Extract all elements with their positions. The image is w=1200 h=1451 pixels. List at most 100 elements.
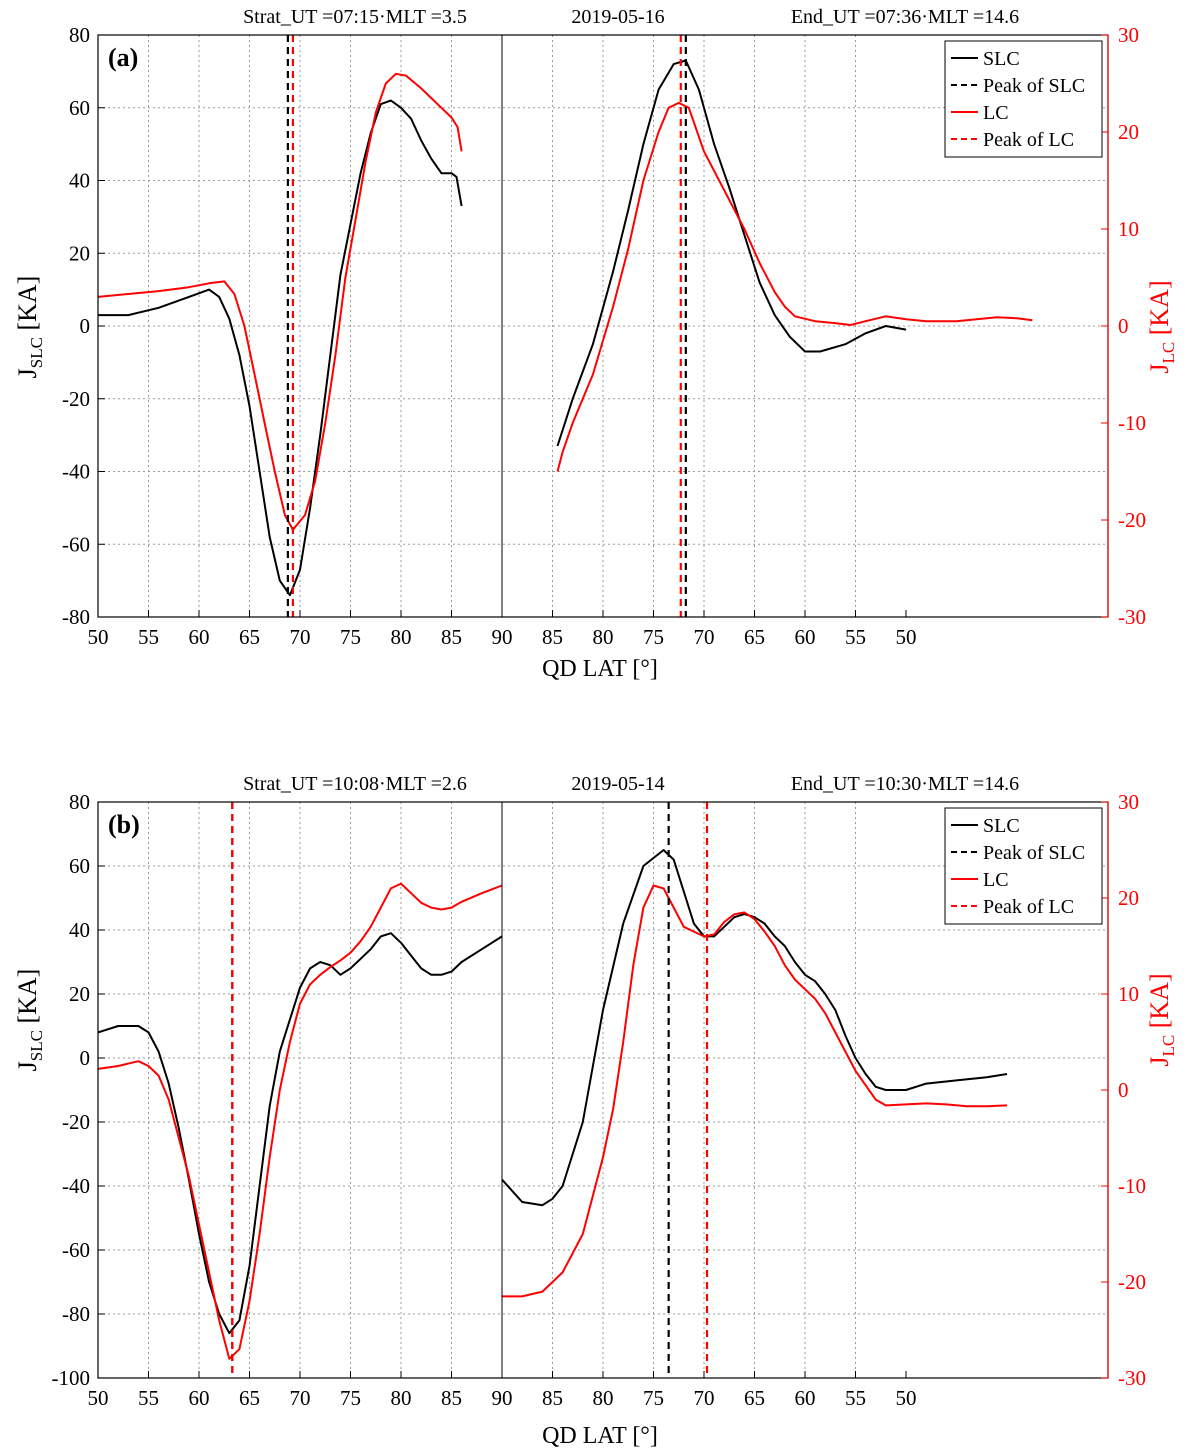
panel-b-series-slc-line — [97, 932, 503, 1335]
panel-a-legend-label-peak-of-lc: Peak of LC — [983, 129, 1074, 151]
panel-b-y-left-tick-label: 40 — [69, 918, 90, 942]
panel-a-y-left-label-main: J — [13, 368, 42, 378]
panel-a-x-tick-label: 65 — [744, 625, 765, 649]
panel-a-x-tick-label: 55 — [138, 625, 159, 649]
panel-a-legend-box — [944, 40, 1103, 158]
panel-a-header-date: 2019-05-16 — [571, 6, 664, 28]
panel-b-y-left-tick-label: -100 — [52, 1366, 91, 1390]
panel-b: Strat_UT =10:08·MLT =2.6 2019-05-14 End_… — [13, 773, 1178, 1449]
panel-a-x-tick-label: 50 — [896, 625, 917, 649]
panel-b-legend-label-slc: SLC — [983, 815, 1020, 837]
panel-b-y-left-tick-label: -80 — [62, 1302, 90, 1326]
panel-b-x-axis-label: QD LAT [°] — [542, 1423, 658, 1449]
panel-a-y-right-tick-label: 20 — [1118, 120, 1139, 144]
panel-b-y-right-tick-label: 10 — [1118, 982, 1139, 1006]
panel-b-legend: SLC Peak of SLC LC Peak of LC — [944, 807, 1103, 925]
panel-a-y-left-tick-label: -40 — [62, 460, 90, 484]
panel-a-x-tick-label: 70 — [694, 625, 715, 649]
panel-b-header-date: 2019-05-14 — [571, 773, 664, 795]
panel-b-y-right-tick-label: 0 — [1118, 1078, 1129, 1102]
panel-a-y-left-label-sub: SLC — [27, 337, 46, 368]
panel-b-grid — [98, 802, 1108, 1378]
panel-b-y-left-label-main: J — [13, 1061, 42, 1071]
panel-b-header-end: End_UT =10:30·MLT =14.6 — [791, 773, 1019, 795]
panel-b-x-tick-label: 70 — [694, 1386, 715, 1410]
panel-b-y-left-label-unit: [KA] — [13, 969, 42, 1030]
panel-a-y-right-label-main: J — [1145, 363, 1174, 373]
panel-b-x-tick-label: 50 — [896, 1386, 917, 1410]
panel-b-y-left-tick-label: -40 — [62, 1174, 90, 1198]
panel-a-series-lc-line — [556, 101, 1033, 472]
panel-b-y-right-tick-label: 30 — [1118, 790, 1139, 814]
panel-a-x-tick-label: 50 — [88, 625, 109, 649]
panel-b-x-tick-label: 80 — [593, 1386, 614, 1410]
panel-b-x-tick-label: 85 — [441, 1386, 462, 1410]
panel-b-y-left-tick-label: 20 — [69, 982, 90, 1006]
panel-a-series — [97, 35, 1033, 617]
panel-b-legend-label-lc: LC — [983, 869, 1009, 891]
panel-b-x-tick-label: 75 — [340, 1386, 361, 1410]
panel-a-y-right-label-sub: LC — [1159, 342, 1178, 364]
panel-b-y-right-label-sub: LC — [1159, 1035, 1178, 1057]
panel-b-series-lc-line — [97, 882, 503, 1360]
panel-b-x-tick-label: 55 — [845, 1386, 866, 1410]
panel-b-y-left-label: JSLC [KA] — [13, 969, 46, 1072]
panel-a-y-left-tick-label: 40 — [69, 169, 90, 193]
panel-b-x-tick-label: 50 — [88, 1386, 109, 1410]
panel-a-x-tick-label: 60 — [189, 625, 210, 649]
panel-a-x-tick-label: 75 — [643, 625, 664, 649]
panel-a-x-tick-label: 90 — [492, 625, 513, 649]
panel-a-legend: SLC Peak of SLC LC Peak of LC — [944, 40, 1103, 158]
panel-b-y-right-label: JLC [KA] — [1145, 973, 1178, 1066]
panel-b-x-tick-label: 65 — [744, 1386, 765, 1410]
panel-b-series-lc-line — [502, 884, 1008, 1298]
panel-b-legend-label-peak-of-lc: Peak of LC — [983, 896, 1074, 918]
panel-b-legend-box — [944, 807, 1103, 925]
panel-a-y-right-tick-label: -10 — [1118, 411, 1146, 435]
panel-a-grid — [98, 35, 1108, 617]
panel-b-header-start: Strat_UT =10:08·MLT =2.6 — [243, 773, 467, 795]
panel-a-legend-label-lc: LC — [983, 102, 1009, 124]
panel-a-x-tick-label: 85 — [441, 625, 462, 649]
panel-a-x-tick-label: 85 — [542, 625, 563, 649]
panel-b-y-right-label-unit: [KA] — [1145, 973, 1174, 1034]
panel-a-y-right-tick-label: 30 — [1118, 23, 1139, 47]
panel-b-y-left-tick-label: 80 — [69, 790, 90, 814]
panel-a-y-left-tick-label: -80 — [62, 605, 90, 629]
panel-b-y-left-label-sub: SLC — [27, 1030, 46, 1061]
panel-b-x-tick-label: 65 — [239, 1386, 260, 1410]
panel-b-x-tick-label: 55 — [138, 1386, 159, 1410]
panel-a-x-tick-label: 75 — [340, 625, 361, 649]
panel-a-y-left-label-unit: [KA] — [13, 276, 42, 337]
panel-b-label: (b) — [108, 810, 140, 839]
panel-b-series — [97, 802, 1008, 1378]
panel-b-y-left-tick-label: 60 — [69, 854, 90, 878]
panel-a-y-right-tick-label: -20 — [1118, 508, 1146, 532]
panel-b-legend-label-peak-of-slc: Peak of SLC — [983, 842, 1085, 864]
panel-b-y-right-tick-label: 20 — [1118, 886, 1139, 910]
panel-b-x-tick-label: 85 — [542, 1386, 563, 1410]
panel-b-x-tick-label: 70 — [290, 1386, 311, 1410]
panel-a-y-left-label: JSLC [KA] — [13, 276, 46, 379]
panel-a-x-tick-label: 70 — [290, 625, 311, 649]
panel-a-y-right-tick-label: 10 — [1118, 217, 1139, 241]
panel-a-legend-label-slc: SLC — [983, 48, 1020, 70]
panel-a-x-axis-label: QD LAT [°] — [542, 656, 658, 682]
panel-a-y-left-tick-label: 80 — [69, 23, 90, 47]
panel-a-label: (a) — [108, 43, 138, 72]
panel-b-x-tick-label: 75 — [643, 1386, 664, 1410]
panel-a-y-right-label-unit: [KA] — [1145, 280, 1174, 341]
panel-a: Strat_UT =07:15·MLT =3.5 2019-05-16 End_… — [13, 6, 1178, 682]
panel-b-y-right-tick-label: -10 — [1118, 1174, 1146, 1198]
panel-a-legend-label-peak-of-slc: Peak of SLC — [983, 75, 1085, 97]
panel-a-header-start: Strat_UT =07:15·MLT =3.5 — [243, 6, 467, 28]
panel-a-series-slc-line — [98, 99, 463, 597]
panel-b-series-slc-line — [501, 849, 1008, 1207]
panel-a-series-slc-line — [556, 59, 907, 447]
panel-a-x-tick-label: 55 — [845, 625, 866, 649]
panel-b-y-left-tick-label: -60 — [62, 1238, 90, 1262]
panel-a-y-left-tick-label: 60 — [69, 96, 90, 120]
panel-a-x-tick-label: 65 — [239, 625, 260, 649]
panel-a-x-tick-label: 80 — [391, 625, 412, 649]
